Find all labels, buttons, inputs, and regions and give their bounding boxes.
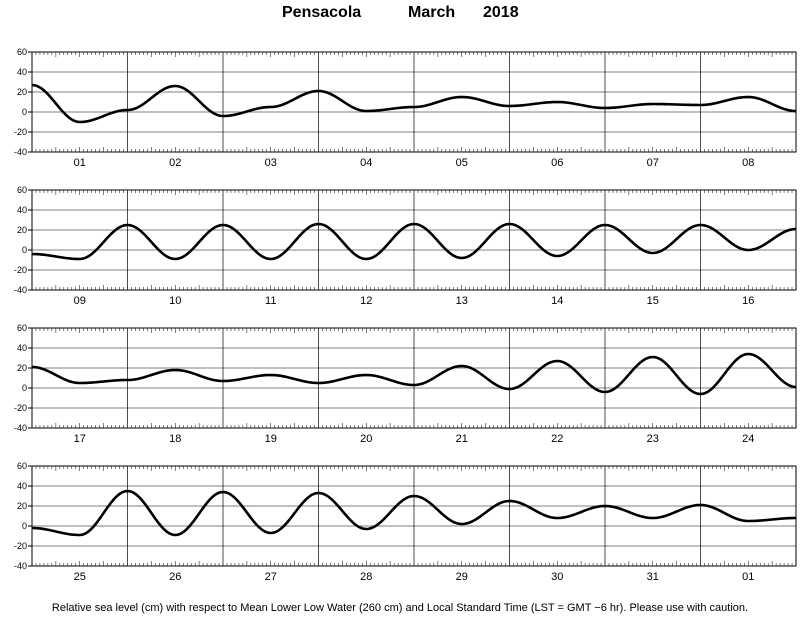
ytick-label: 20 (17, 363, 27, 373)
tide-chart: -40 -20 0 20 40 60 01 02 03 04 05 06 07 08 -40 -20 0 20 40… (14, 47, 797, 583)
day-label: 01 (742, 571, 754, 583)
day-label: 11 (265, 295, 276, 307)
day-label: 06 (551, 157, 563, 169)
day-label: 15 (647, 295, 659, 307)
ytick-label: 20 (17, 501, 27, 511)
ytick-label: 0 (22, 107, 27, 117)
day-label: 14 (551, 295, 563, 307)
ytick-label: 40 (17, 343, 27, 353)
day-label: 31 (647, 571, 659, 583)
day-label: 01 (74, 157, 86, 169)
ytick-label: -20 (14, 265, 27, 275)
day-label: 09 (74, 295, 86, 307)
ytick-label: 60 (17, 461, 27, 471)
day-label: 05 (456, 157, 468, 169)
day-label: 08 (742, 157, 754, 169)
day-label: 28 (360, 571, 372, 583)
day-label: 13 (456, 295, 468, 307)
day-label: 03 (265, 157, 277, 169)
ytick-label: 40 (17, 481, 27, 491)
chart-title: Pensacola March 2018 (0, 4, 800, 26)
day-label: 19 (265, 433, 277, 445)
footer-note: Relative sea level (cm) with respect to … (51, 602, 749, 614)
ytick-label: 60 (17, 323, 27, 333)
ytick-label: 60 (17, 47, 27, 57)
title-month: March (408, 4, 456, 21)
ytick-label: 20 (17, 87, 27, 97)
ytick-label: 0 (22, 521, 27, 531)
ytick-label: 0 (22, 383, 27, 393)
day-label: 07 (647, 157, 659, 169)
day-label: 21 (456, 433, 468, 445)
ytick-label: -40 (14, 423, 27, 433)
tide-curve (31, 83, 797, 124)
ytick-label: -20 (14, 127, 27, 137)
ytick-label: 40 (17, 67, 27, 77)
day-label: 29 (456, 571, 468, 583)
ytick-label: -20 (14, 403, 27, 413)
day-label: 30 (551, 571, 563, 583)
day-label: 17 (74, 433, 86, 445)
tide-curve (31, 352, 797, 396)
ytick-label: -40 (14, 561, 27, 571)
day-label: 10 (169, 295, 181, 307)
day-label: 18 (169, 433, 181, 445)
ytick-label: -40 (14, 285, 27, 295)
title-year: 2018 (483, 4, 519, 21)
tide-curve (31, 489, 797, 537)
tide-curve (31, 222, 797, 261)
day-label: 12 (360, 295, 372, 307)
ytick-label: 40 (17, 205, 27, 215)
day-label: 24 (742, 433, 754, 445)
day-label: 16 (742, 295, 754, 307)
ytick-label: 20 (17, 225, 27, 235)
day-label: 20 (360, 433, 372, 445)
ytick-label: 60 (17, 185, 27, 195)
title-station: Pensacola (282, 4, 362, 21)
ytick-label: -20 (14, 541, 27, 551)
ytick-label: 0 (22, 245, 27, 255)
day-label: 26 (169, 571, 181, 583)
ytick-label: -40 (14, 147, 27, 157)
day-label: 23 (647, 433, 659, 445)
day-label: 04 (360, 157, 372, 169)
day-label: 22 (551, 433, 563, 445)
day-label: 27 (265, 571, 277, 583)
day-label: 02 (169, 157, 181, 169)
day-label: 25 (74, 571, 86, 583)
